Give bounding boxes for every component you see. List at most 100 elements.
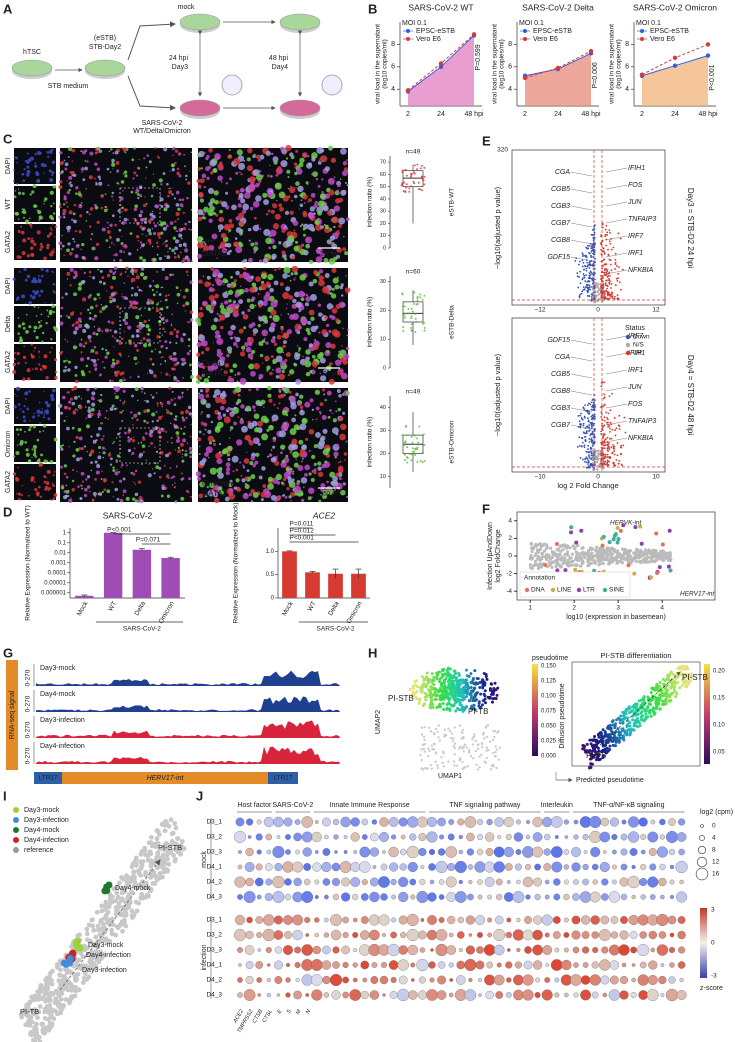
cell [53,326,56,330]
cell [246,451,248,454]
cell [78,436,83,441]
cell [297,402,301,406]
cell [181,449,184,452]
te-point [632,556,636,560]
cell [315,177,319,181]
cell [139,256,143,260]
cell [196,179,201,183]
gene-point [581,252,584,254]
cell [231,455,239,463]
cell [121,463,124,467]
cell [252,200,260,208]
gene-point [594,290,597,293]
te-point [658,557,662,561]
cell [158,223,161,226]
cell [58,241,63,246]
te-point [556,548,560,552]
x-tick-label: 10 [652,474,660,481]
cell [251,296,256,301]
cell [134,292,139,297]
jitter [413,291,416,294]
y-tick-label: 6 [391,64,395,71]
te-point [555,560,559,565]
gene-point [588,274,591,277]
cell [198,150,205,158]
cell [121,310,124,313]
cell [223,370,228,375]
te-point [654,549,658,553]
cell [132,436,135,438]
cell [96,167,101,171]
cell [121,221,126,225]
cell [338,301,346,309]
cell [251,322,256,327]
gene-point [587,461,590,464]
scale-bar: 50 μm [323,492,340,498]
cell [321,388,326,392]
cell [109,269,113,274]
gene-point [583,268,586,271]
cell [101,360,104,363]
cell [272,445,276,449]
te-point [549,561,553,565]
cell [32,277,36,281]
cell [278,241,282,245]
cell [16,395,19,397]
cell [168,386,172,390]
gene-point [612,446,615,448]
cell [44,410,47,414]
cell [17,296,20,299]
cell [44,485,49,490]
cell [267,273,274,281]
y-tick-label: 0.1 [58,540,67,546]
cell [49,459,54,464]
jitter [404,425,407,428]
cell [24,397,27,400]
gene-label: NFKBIA [628,267,654,274]
bar [328,573,343,598]
cell [51,160,56,164]
cell [225,316,227,318]
cell [37,274,40,277]
gene-point [608,424,611,427]
cell [343,452,348,456]
cell [175,466,178,468]
gene-point [589,252,591,255]
jitter [408,187,411,190]
cell [33,350,35,352]
cell [300,297,305,302]
cell [286,303,288,305]
cell [20,230,25,235]
cell [215,213,219,217]
cell [198,191,204,198]
cell [299,274,306,281]
gene-point [588,456,591,459]
cell [171,484,174,486]
cell [286,329,292,335]
gene-point [586,244,589,247]
cell [110,292,115,297]
cell [272,336,276,340]
cell [63,472,67,476]
cell [91,498,95,502]
cell [97,416,100,419]
te-point [565,546,569,550]
cell [197,364,200,367]
cell [20,494,23,497]
cell [321,190,324,194]
cell [278,203,283,208]
cell [221,234,225,238]
te-point [597,559,601,563]
cell [38,280,41,283]
cell [140,331,142,334]
gene-point [582,261,585,264]
cell [342,353,350,360]
cell [243,266,247,271]
merge-label: GATA2 [202,249,228,258]
cell [113,259,116,262]
gene-point [607,425,610,428]
y-tick-label: 50 [380,184,386,190]
cell [154,348,157,350]
cell [191,260,193,263]
te-point [558,564,562,568]
